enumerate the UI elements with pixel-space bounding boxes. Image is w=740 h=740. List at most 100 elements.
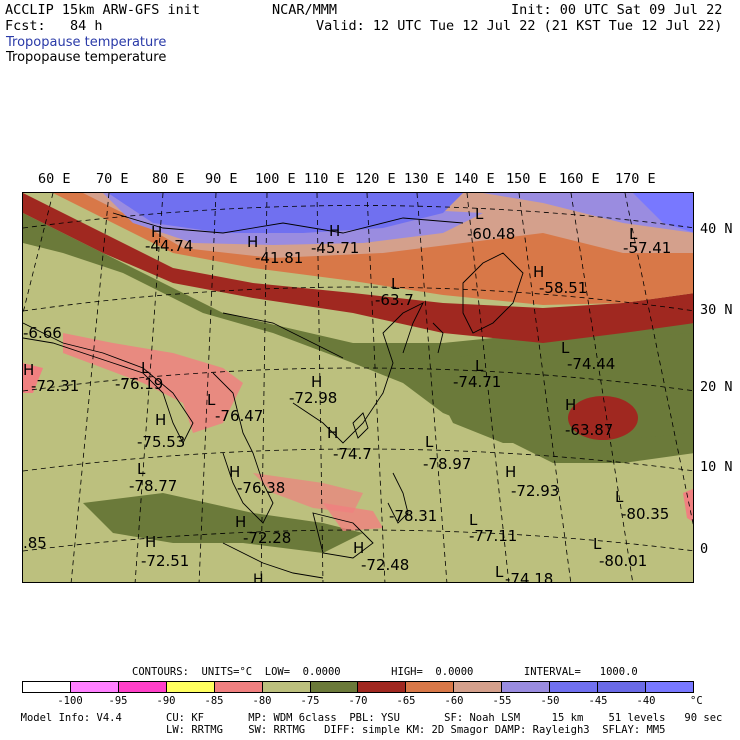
lat-line-0 <box>23 529 693 552</box>
center-value: -75.53 <box>137 433 185 451</box>
china-coast <box>292 301 425 444</box>
colorbar-swatch <box>358 682 407 692</box>
center-marker: L <box>475 357 484 375</box>
colorbar-tick-label: -55 <box>492 695 512 707</box>
center-marker: H <box>533 263 544 281</box>
lon-line-160e <box>570 193 634 582</box>
colorbar-swatch <box>23 682 71 692</box>
center-value: -74.18 <box>505 570 553 583</box>
center-value: -80.01 <box>599 552 647 570</box>
lon-label-150e: 150 E <box>506 171 547 187</box>
indochina-coast <box>212 372 274 524</box>
lon-label-100e: 100 E <box>255 171 296 187</box>
graticule <box>23 193 693 582</box>
coastlines <box>23 212 524 579</box>
center-marker: H <box>155 411 166 429</box>
center-marker: H <box>253 572 264 583</box>
lon-label-110e: 110 E <box>304 171 345 187</box>
center-value: -63.7 <box>375 291 414 309</box>
lon-line-140e <box>466 193 510 582</box>
center-marker: H <box>247 233 258 251</box>
lat-label-30n: 30 N <box>700 302 733 318</box>
borneo-coast <box>312 512 374 559</box>
center-value: -78.77 <box>129 477 177 495</box>
center-marker: L <box>615 488 624 506</box>
lon-line-110e <box>316 193 324 582</box>
lat-line-30n <box>23 286 693 312</box>
colorbar <box>22 681 694 693</box>
center-value: -6.66 <box>23 324 62 342</box>
center-value: -76.38 <box>237 479 285 497</box>
center-marker: L <box>207 391 216 409</box>
center-marker: H <box>145 533 156 551</box>
red-spot <box>568 396 638 440</box>
center-value: -57.41 <box>623 239 671 257</box>
colorbar-tick-label: -85 <box>204 695 224 707</box>
center-marker: L <box>475 205 484 223</box>
blue-field-east <box>633 193 693 233</box>
pink-patch-west <box>23 363 43 393</box>
center-marker: L <box>593 535 602 553</box>
center-value: .85 <box>23 534 47 552</box>
colorbar-swatch <box>214 682 263 692</box>
pink-patch-borneo <box>323 503 383 531</box>
center-marker: L <box>141 359 150 377</box>
center-value: -80.35 <box>621 505 669 523</box>
red-band <box>23 193 693 343</box>
center-marker: H <box>151 223 162 241</box>
center-value: -76.19 <box>115 375 163 393</box>
pressure-centers: H -44.74 H -41.81 H -45.71 L -60.48 L -5… <box>23 205 671 583</box>
colorbar-swatch <box>310 682 359 692</box>
field-title-1: Tropopause temperature <box>6 35 167 50</box>
model-title: ACCLIP 15km ARW-GFS init <box>5 2 201 18</box>
lon-label-130e: 130 E <box>404 171 445 187</box>
center-marker: H <box>229 463 240 481</box>
center-marker: L <box>391 275 400 293</box>
lon-line-70e <box>70 193 110 582</box>
colorbar-tick-label: -95 <box>108 695 128 707</box>
center-marker: L <box>561 339 570 357</box>
center-value: -72.28 <box>243 529 291 547</box>
colorbar-tick-label: -65 <box>396 695 416 707</box>
lon-label-140e: 140 E <box>454 171 495 187</box>
center-value: -63.87 <box>565 421 613 439</box>
pink-patch-sea <box>253 473 363 513</box>
india-coast <box>23 322 194 445</box>
center-value: -76.47 <box>215 407 263 425</box>
model-info-line-1: Model Info: V4.4 CU: KF MP: WDM 6class P… <box>8 712 723 724</box>
colorbar-swatch <box>502 682 551 692</box>
center-marker: L <box>495 563 504 581</box>
lon-line-130e <box>416 193 448 582</box>
colorbar-tick-label: -60 <box>444 695 464 707</box>
lon-line-80e <box>134 193 164 582</box>
lon-line-90e <box>198 193 217 582</box>
lon-label-90e: 90 E <box>205 171 238 187</box>
center-marker: L <box>137 460 146 478</box>
colorbar-tick-label: -50 <box>540 695 560 707</box>
lon-label-70e: 70 E <box>96 171 129 187</box>
colorbar-swatch <box>406 682 455 692</box>
lon-label-80e: 80 E <box>152 171 185 187</box>
center-value: -58.51 <box>539 279 587 297</box>
lat-line-20n <box>23 367 693 392</box>
init-time: Init: 00 UTC Sat 09 Jul 22 <box>511 2 723 18</box>
colorbar-swatch <box>118 682 167 692</box>
center-value: -72.51 <box>141 552 189 570</box>
colorbar-swatch <box>598 682 646 692</box>
lon-label-160e: 160 E <box>559 171 600 187</box>
lon-line-120e <box>366 193 386 582</box>
center-marker: L <box>469 511 478 529</box>
lon-label-120e: 120 E <box>355 171 396 187</box>
center-value: -72.93 <box>511 482 559 500</box>
lat-label-10n: 10 N <box>700 459 733 475</box>
center-marker: H <box>329 222 340 240</box>
lat-label-40n: 40 N <box>700 221 733 237</box>
colorbar-tick-label: -45 <box>588 695 608 707</box>
center-marker: H <box>235 513 246 531</box>
colorbar-tick-label: -75 <box>300 695 320 707</box>
northern-borders <box>112 212 464 234</box>
blue-field-west <box>108 193 463 233</box>
lat-line-40n <box>23 205 693 229</box>
colorbar-swatch <box>70 682 119 692</box>
lon-line-60e <box>23 193 54 314</box>
